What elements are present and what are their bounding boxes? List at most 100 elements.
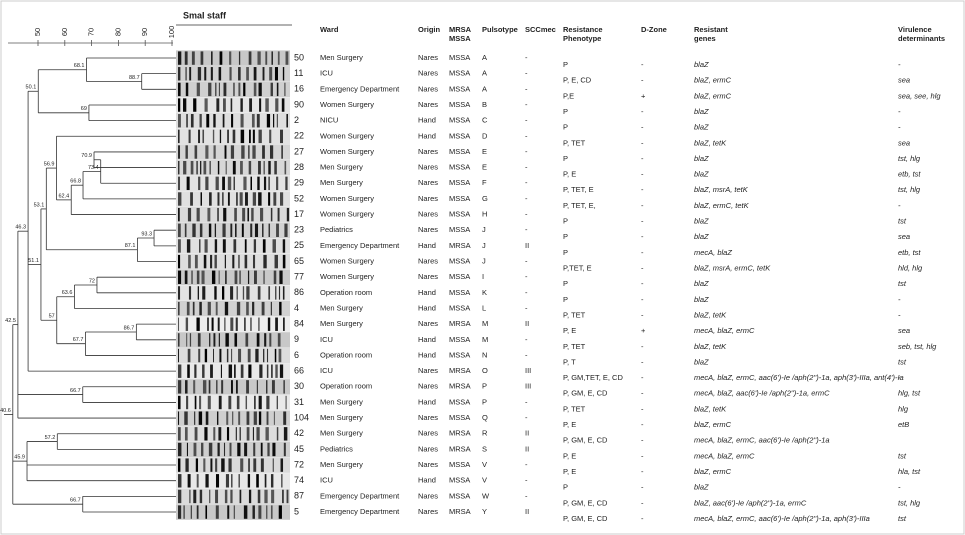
cell: Women Surgery [320,147,374,156]
cell: mecA, blaZ [694,248,732,257]
cell: 86 [294,287,304,297]
gel-band [197,505,199,518]
gel-band [201,443,203,456]
gel-band [198,286,199,299]
cell: P, E [563,467,576,476]
cell: Nares [418,163,438,172]
gel-band [274,271,277,284]
gel-band [197,271,200,284]
cell: Q [482,413,488,422]
gel-band [254,239,256,252]
gel-band [264,161,265,174]
gel-band [213,130,214,143]
cell: P [563,483,568,492]
gel-band [264,333,266,346]
gel-band [251,177,252,190]
cell: ICU [320,476,333,485]
gel-band [258,490,261,503]
cell: P, GM, E, CD [563,498,608,507]
cell: tst [898,217,907,226]
gel-band [233,130,236,143]
gel-band [196,318,199,331]
gel-band [239,51,240,64]
gel-band [225,271,227,284]
cell: blaZ [694,232,709,241]
gel-band [273,458,274,471]
gel-band [226,161,227,174]
cell: blaZ, msrA, tetK [694,185,749,194]
gel-band [222,177,225,190]
cell: MSSA [449,147,470,156]
cell: H [482,210,487,219]
gel-band [254,271,257,284]
gel-band [240,192,243,205]
gel-band [267,114,270,127]
cell: Operation room [320,350,372,359]
gel-band [261,458,264,471]
cell: etb, tst [898,170,921,179]
gel-band [231,114,233,127]
cell: MSSA [449,303,470,312]
gel-band [247,411,250,424]
cell: V [482,460,487,469]
cell: Hand [418,288,436,297]
gel-band [204,255,207,268]
cell: V [482,476,487,485]
gel-band [178,271,181,284]
cell: 42 [294,428,304,438]
cell: 87 [294,491,304,501]
gel-band [274,161,277,174]
gel-band [205,474,208,487]
gel-band [224,443,225,456]
gel-band [226,474,229,487]
gel-band [178,67,180,80]
gel-band [252,114,255,127]
gel-band [230,224,232,237]
gel-band [218,427,221,440]
gel-band [200,114,202,127]
gel-band [269,177,270,190]
cell: blaZ [694,217,709,226]
gel-band [252,145,255,158]
gel-band [257,177,259,190]
gel-band [278,333,281,346]
gel-band [203,161,206,174]
cell: MRSA [449,507,471,516]
cell: hlg [898,404,909,413]
gel-band [276,177,278,190]
gel-band [199,302,201,315]
gel-band [189,67,191,80]
cell: P [563,107,568,116]
cell: Nares [418,178,438,187]
gel-band [209,333,210,346]
cell: blaZ, aac(6')-Ie /aph(2'')-1a, ermC [694,498,807,507]
gel-band [223,98,226,111]
cell: P, E [563,326,576,335]
gel-band [283,255,286,268]
gel-band [213,427,215,440]
cell: Hand [418,303,436,312]
gel-band [246,302,249,315]
gel-band [178,286,180,299]
cell: Men Surgery [320,163,363,172]
node-label: 57.2 [45,435,56,441]
cell: MSSA [449,84,470,93]
column-header: determinants [898,34,945,43]
gel-band [195,427,198,440]
gel-band [246,286,249,299]
gel-band [187,177,190,190]
cell: Men Surgery [320,460,363,469]
gel-band [216,474,219,487]
cell: blaZ [694,154,709,163]
cell: Hand [418,476,436,485]
gel-band [284,427,287,440]
cell: R [482,429,488,438]
gel-band [188,474,191,487]
gel-band [205,239,208,252]
gel-band [240,490,242,503]
gel-band [274,411,275,424]
gel-band [211,51,213,64]
gel-band [185,458,188,471]
gel-band [268,286,270,299]
gel-band [234,333,237,346]
